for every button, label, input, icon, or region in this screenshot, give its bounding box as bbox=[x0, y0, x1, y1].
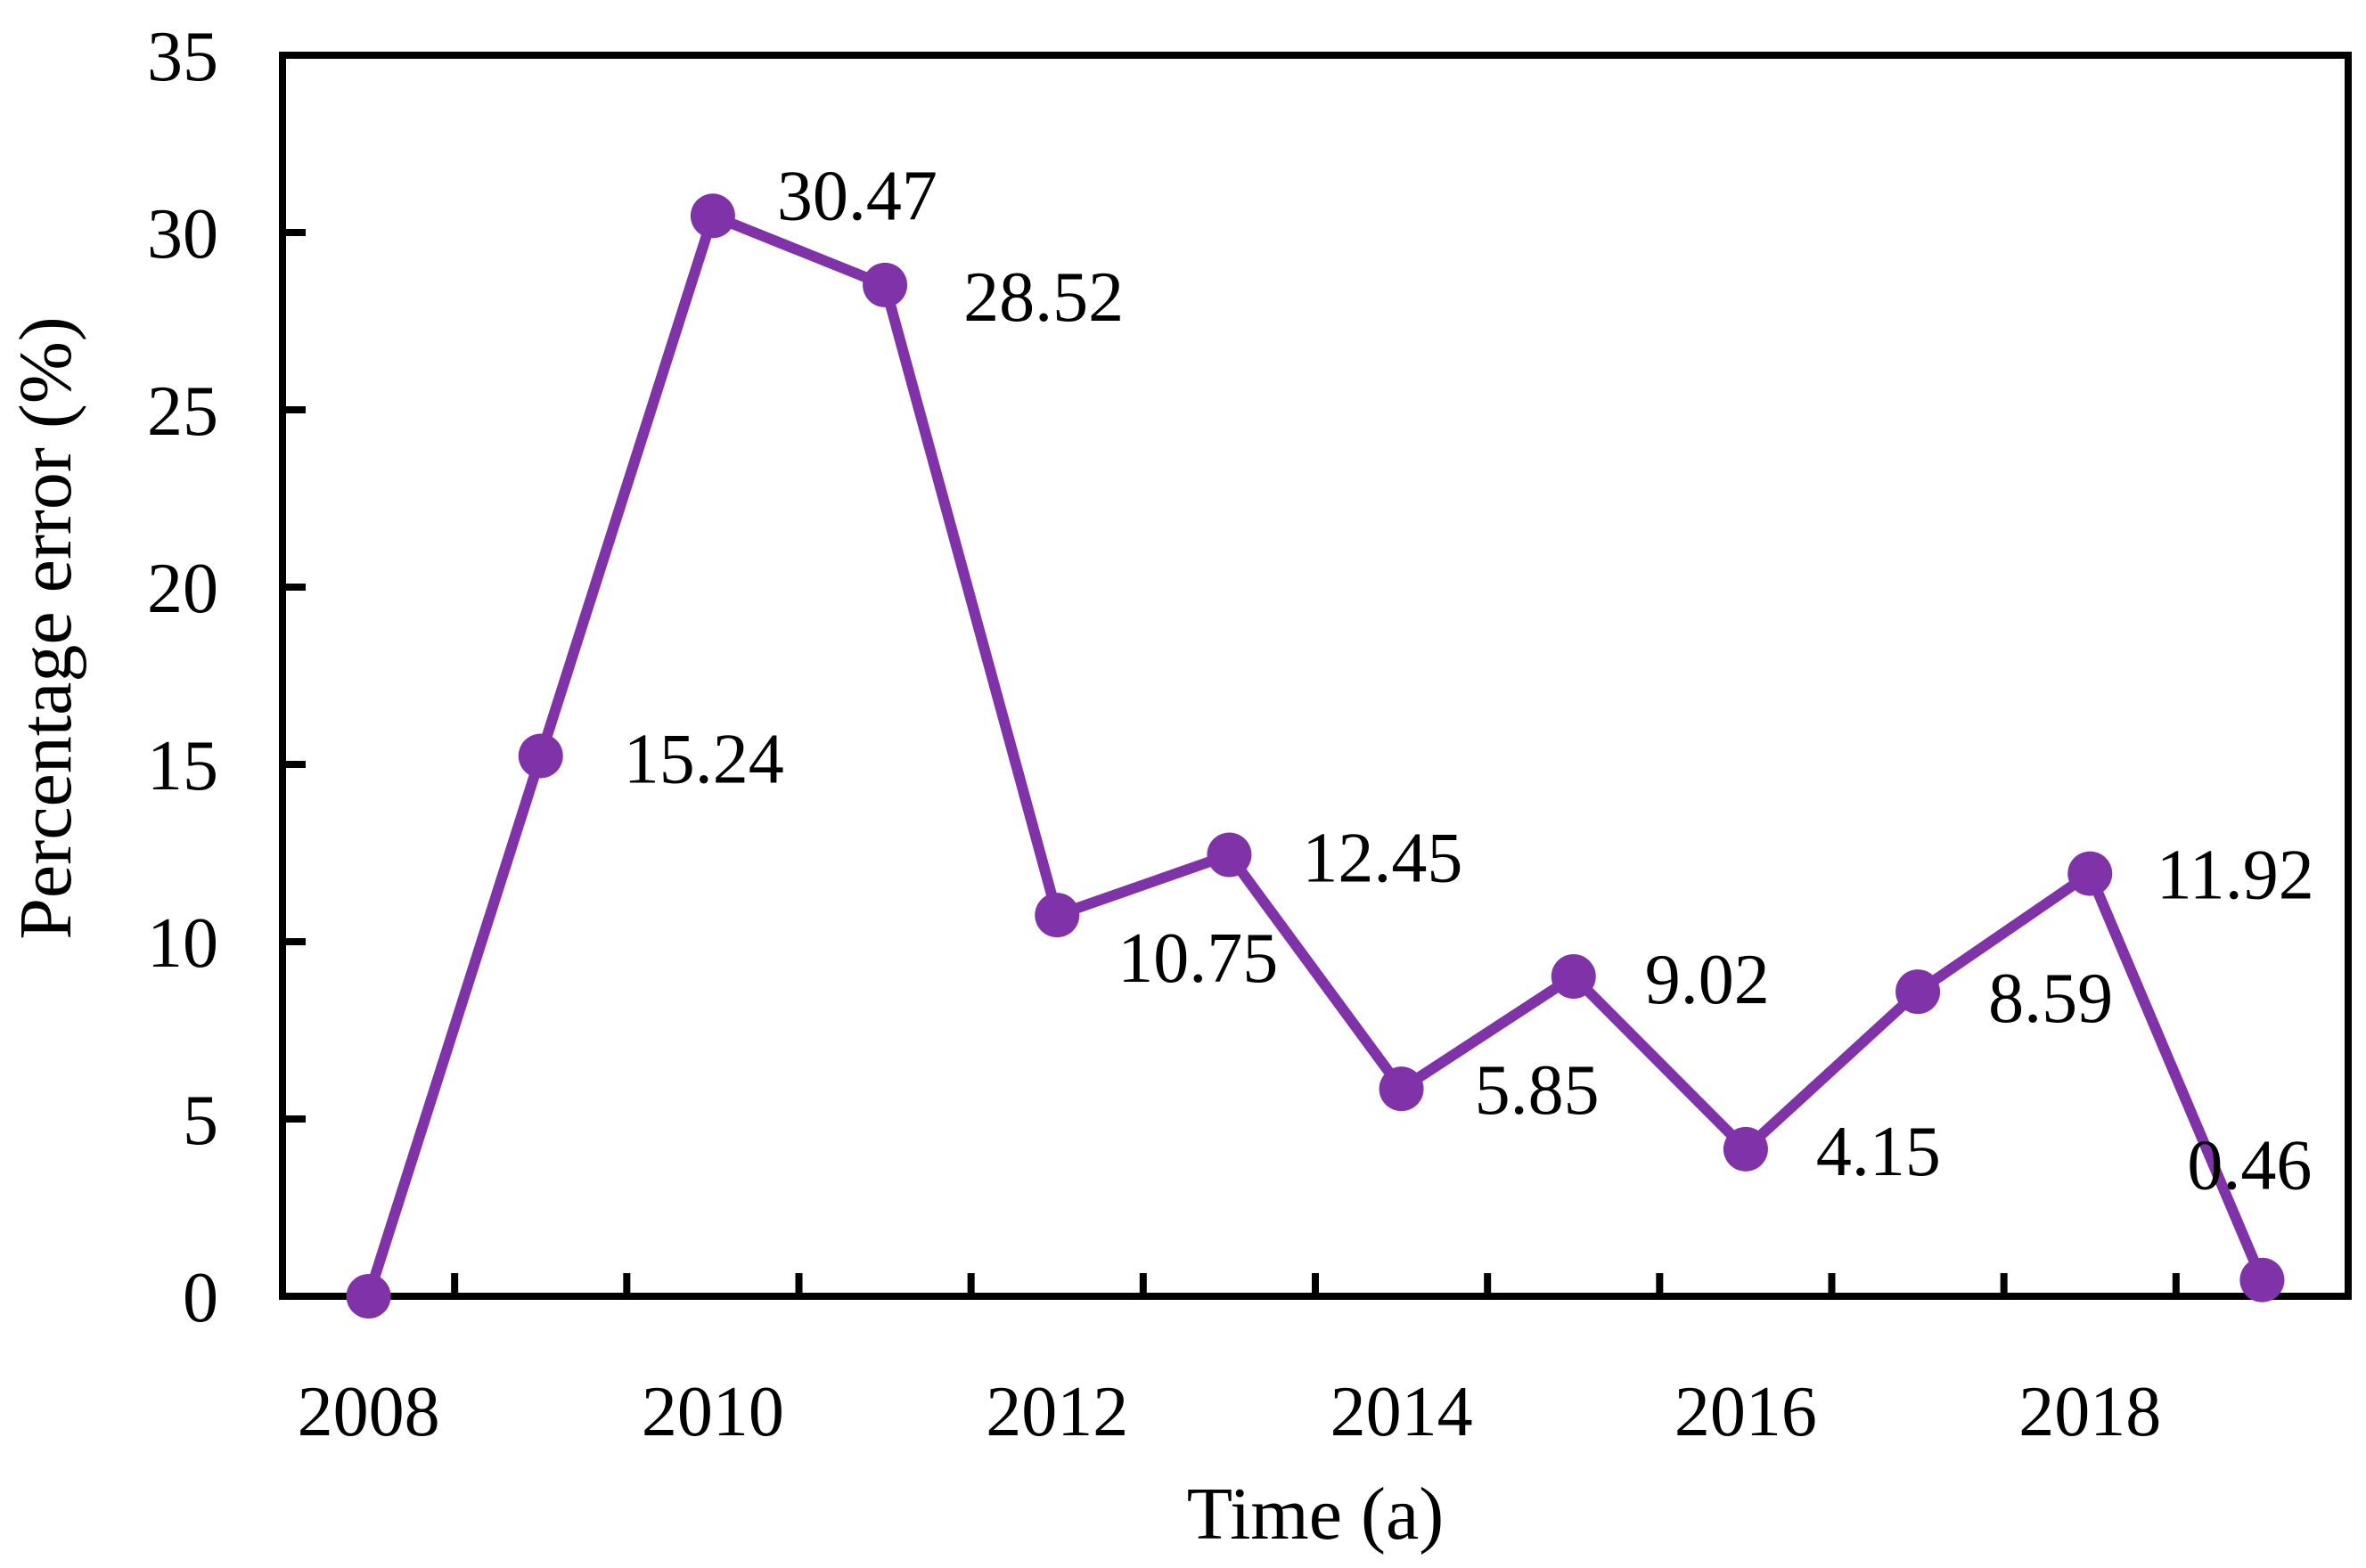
data-point-label: 30.47 bbox=[777, 157, 937, 235]
data-point-marker bbox=[1035, 893, 1080, 938]
data-point-marker bbox=[690, 193, 735, 239]
data-point-marker bbox=[346, 1274, 391, 1319]
x-axis-title: Time (a) bbox=[1186, 1473, 1445, 1556]
y-axis-tick-label: 25 bbox=[147, 372, 218, 451]
data-point-marker bbox=[1723, 1126, 1768, 1172]
x-axis-tick-label: 2018 bbox=[2018, 1373, 2161, 1451]
y-axis-tick-label: 5 bbox=[183, 1082, 218, 1160]
y-axis-tick-label: 35 bbox=[147, 18, 218, 96]
data-point-label: 11.92 bbox=[2157, 837, 2314, 915]
data-point-label: 15.24 bbox=[624, 720, 784, 798]
y-axis-tick-label: 10 bbox=[147, 904, 218, 983]
data-point-label: 9.02 bbox=[1645, 941, 1770, 1019]
x-axis-tick-label: 2014 bbox=[1330, 1373, 1473, 1451]
data-point-marker bbox=[1207, 832, 1252, 878]
data-point-label: 4.15 bbox=[1816, 1113, 1941, 1191]
y-axis-title: Percentage error (%) bbox=[4, 316, 87, 940]
data-point-label: 28.52 bbox=[963, 258, 1124, 337]
x-axis-tick-label: 2010 bbox=[642, 1373, 784, 1451]
x-axis-tick-label: 2008 bbox=[298, 1373, 440, 1451]
data-point-marker bbox=[1379, 1066, 1424, 1112]
data-point-marker bbox=[2239, 1257, 2285, 1303]
x-axis-tick-label: 2016 bbox=[1674, 1373, 1817, 1451]
data-point-marker bbox=[2067, 851, 2113, 896]
y-axis-tick-label: 30 bbox=[147, 195, 218, 274]
y-axis-tick-label: 20 bbox=[147, 550, 218, 628]
x-axis-tick-label: 2012 bbox=[986, 1373, 1128, 1451]
data-point-label: 10.75 bbox=[1118, 919, 1278, 998]
data-point-label: 0.46 bbox=[2187, 1127, 2312, 1205]
data-point-marker bbox=[518, 733, 563, 779]
data-point-label: 8.59 bbox=[1988, 960, 2113, 1038]
data-point-label: 5.85 bbox=[1475, 1051, 1600, 1130]
y-axis-tick-label: 0 bbox=[183, 1259, 218, 1337]
data-point-marker bbox=[1895, 969, 1941, 1015]
plot-border bbox=[279, 52, 2352, 1300]
data-line bbox=[363, 210, 2268, 1302]
data-point-marker bbox=[1551, 954, 1596, 1000]
y-axis-tick-label: 15 bbox=[147, 727, 218, 805]
data-point-label: 12.45 bbox=[1302, 819, 1462, 897]
data-point-marker bbox=[863, 262, 908, 307]
